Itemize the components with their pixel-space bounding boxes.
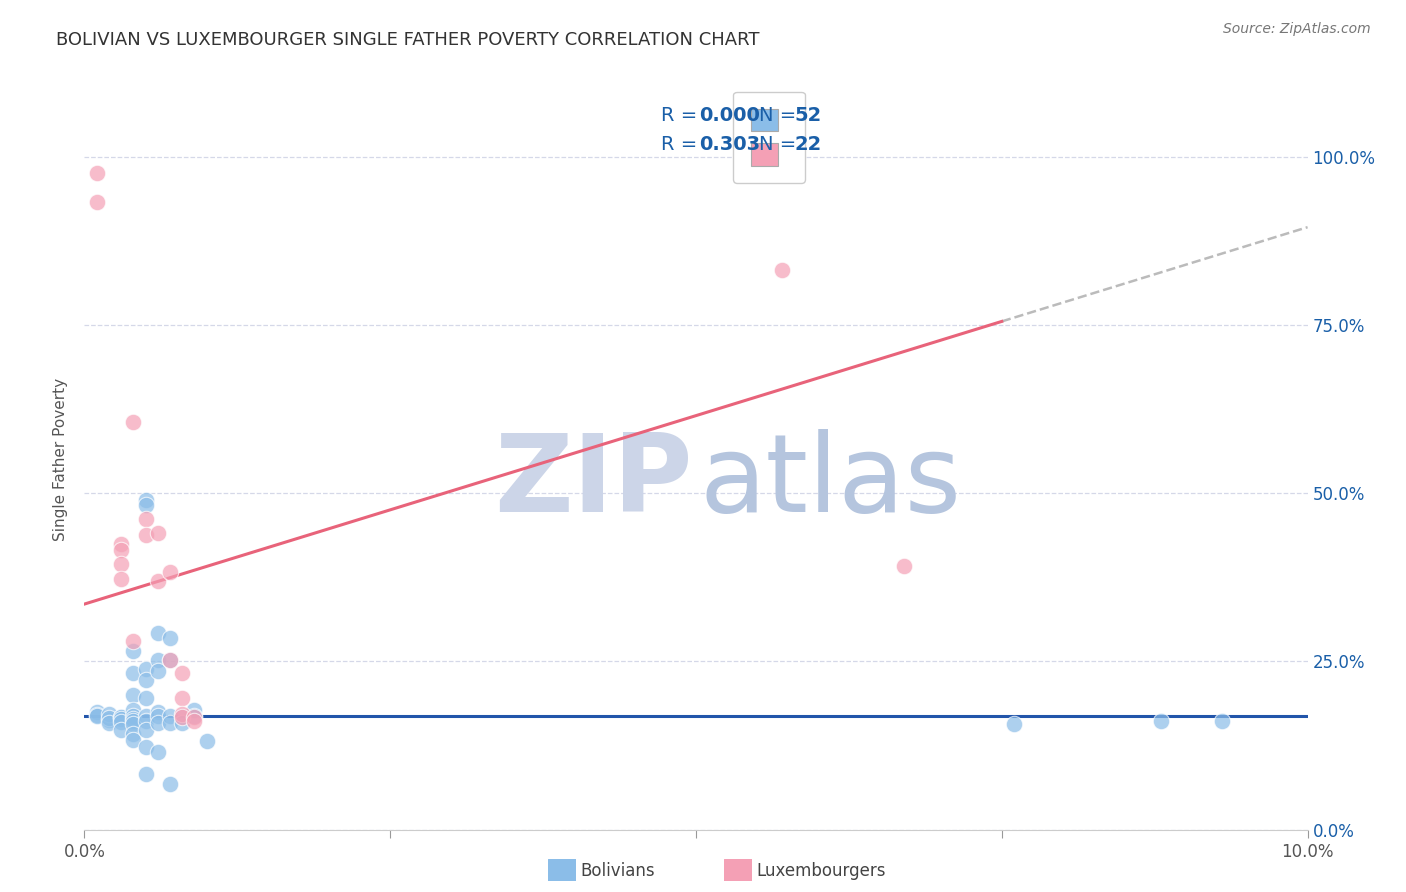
Point xyxy=(122,727,145,741)
Point xyxy=(122,688,145,702)
Point xyxy=(146,709,169,723)
Point xyxy=(86,166,108,180)
Point xyxy=(110,536,132,550)
Point xyxy=(172,710,194,724)
Text: atlas: atlas xyxy=(700,428,962,534)
Point xyxy=(183,703,205,717)
Point xyxy=(122,733,145,747)
Point xyxy=(110,710,132,724)
Point xyxy=(146,574,169,588)
Point xyxy=(110,712,132,726)
Point xyxy=(146,705,169,719)
Point xyxy=(1002,717,1025,731)
Point xyxy=(770,262,793,277)
Point xyxy=(122,703,145,717)
Point xyxy=(135,723,157,737)
Point xyxy=(122,416,145,430)
Point xyxy=(172,716,194,731)
Point xyxy=(1150,714,1173,728)
Point xyxy=(183,710,205,724)
Point xyxy=(122,714,145,728)
Y-axis label: Single Father Poverty: Single Father Poverty xyxy=(53,378,69,541)
Text: BOLIVIAN VS LUXEMBOURGER SINGLE FATHER POVERTY CORRELATION CHART: BOLIVIAN VS LUXEMBOURGER SINGLE FATHER P… xyxy=(56,31,759,49)
Point xyxy=(122,712,145,726)
Text: R =: R = xyxy=(661,135,703,154)
Text: N =: N = xyxy=(759,135,803,154)
Point xyxy=(183,709,205,723)
Text: Luxembourgers: Luxembourgers xyxy=(756,862,886,880)
Point xyxy=(122,644,145,658)
Point xyxy=(183,714,205,728)
Point xyxy=(110,714,132,729)
Point xyxy=(893,558,915,573)
Point xyxy=(159,653,181,667)
Point xyxy=(97,711,120,725)
Point xyxy=(97,707,120,722)
Point xyxy=(146,526,169,541)
Point xyxy=(86,195,108,210)
Point xyxy=(110,723,132,737)
Point xyxy=(135,714,157,728)
Point xyxy=(172,666,194,681)
Point xyxy=(135,492,157,507)
Point xyxy=(110,572,132,586)
Point xyxy=(122,634,145,648)
Text: Bolivians: Bolivians xyxy=(581,862,655,880)
Point xyxy=(135,662,157,676)
Text: 52: 52 xyxy=(794,106,821,126)
Point xyxy=(97,716,120,731)
Point xyxy=(97,713,120,727)
Point xyxy=(159,709,181,723)
Point xyxy=(146,626,169,640)
Point xyxy=(135,767,157,781)
Point xyxy=(86,705,108,719)
Point xyxy=(135,498,157,512)
Point xyxy=(135,740,157,755)
Point xyxy=(172,709,194,723)
Point xyxy=(122,717,145,731)
Point xyxy=(172,706,194,721)
Legend: , : , xyxy=(734,92,806,183)
Point xyxy=(159,631,181,645)
Point xyxy=(159,653,181,667)
Point xyxy=(146,745,169,759)
Point xyxy=(110,543,132,558)
Point xyxy=(122,666,145,681)
Point xyxy=(159,716,181,731)
Point xyxy=(86,709,108,723)
Point xyxy=(146,665,169,679)
Text: Source: ZipAtlas.com: Source: ZipAtlas.com xyxy=(1223,22,1371,37)
Point xyxy=(159,566,181,580)
Point xyxy=(135,511,157,525)
Point xyxy=(135,673,157,687)
Point xyxy=(135,709,157,723)
Text: 0.000: 0.000 xyxy=(699,106,759,126)
Point xyxy=(146,653,169,667)
Text: R =: R = xyxy=(661,106,703,126)
Point xyxy=(110,557,132,571)
Text: 22: 22 xyxy=(794,135,821,154)
Point xyxy=(122,709,145,723)
Point xyxy=(146,716,169,731)
Point xyxy=(86,708,108,723)
Text: N =: N = xyxy=(759,106,803,126)
Point xyxy=(159,777,181,791)
Point xyxy=(1211,714,1233,728)
Point xyxy=(195,733,218,747)
Point xyxy=(135,528,157,542)
Point xyxy=(135,691,157,706)
Point xyxy=(172,691,194,706)
Text: ZIP: ZIP xyxy=(494,428,692,534)
Text: 0.303: 0.303 xyxy=(699,135,759,154)
Point xyxy=(110,710,132,724)
